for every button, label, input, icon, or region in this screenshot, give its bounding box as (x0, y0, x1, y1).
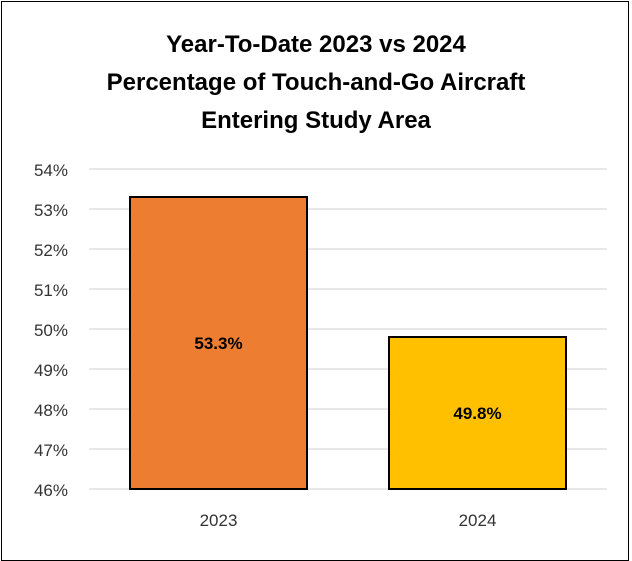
x-tick-label: 2024 (459, 511, 497, 530)
y-tick-label: 54% (34, 161, 68, 180)
y-tick-label: 47% (34, 441, 68, 460)
bar-2024 (388, 336, 567, 490)
chart-title-line-1: Year-To-Date 2023 vs 2024 (166, 31, 466, 58)
x-tick-label: 2023 (200, 511, 238, 530)
bar-2023 (129, 196, 308, 490)
data-label-2023: 53.3% (194, 334, 242, 353)
data-labels: 53.3% 49.8% (194, 334, 501, 423)
x-axis-tick-labels: 2023 2024 (200, 511, 497, 530)
data-label-2024: 49.8% (453, 404, 501, 423)
y-tick-label: 51% (34, 281, 68, 300)
y-tick-label: 46% (34, 481, 68, 500)
y-tick-label: 53% (34, 201, 68, 220)
y-tick-label: 52% (34, 241, 68, 260)
bar-chart: 46% 47% 48% 49% 50% 51% 52% 53% 54% 53.3% 49.8% 2… (34, 161, 607, 530)
y-tick-label: 50% (34, 321, 68, 340)
chart-title-line-3: Entering Study Area (201, 107, 431, 134)
y-tick-label: 49% (34, 361, 68, 380)
bars (129, 196, 567, 490)
y-tick-label: 48% (34, 401, 68, 420)
y-axis-tick-labels: 46% 47% 48% 49% 50% 51% 52% 53% 54% (34, 161, 68, 500)
chart-title-line-2: Percentage of Touch-and-Go Aircraft (106, 69, 526, 96)
